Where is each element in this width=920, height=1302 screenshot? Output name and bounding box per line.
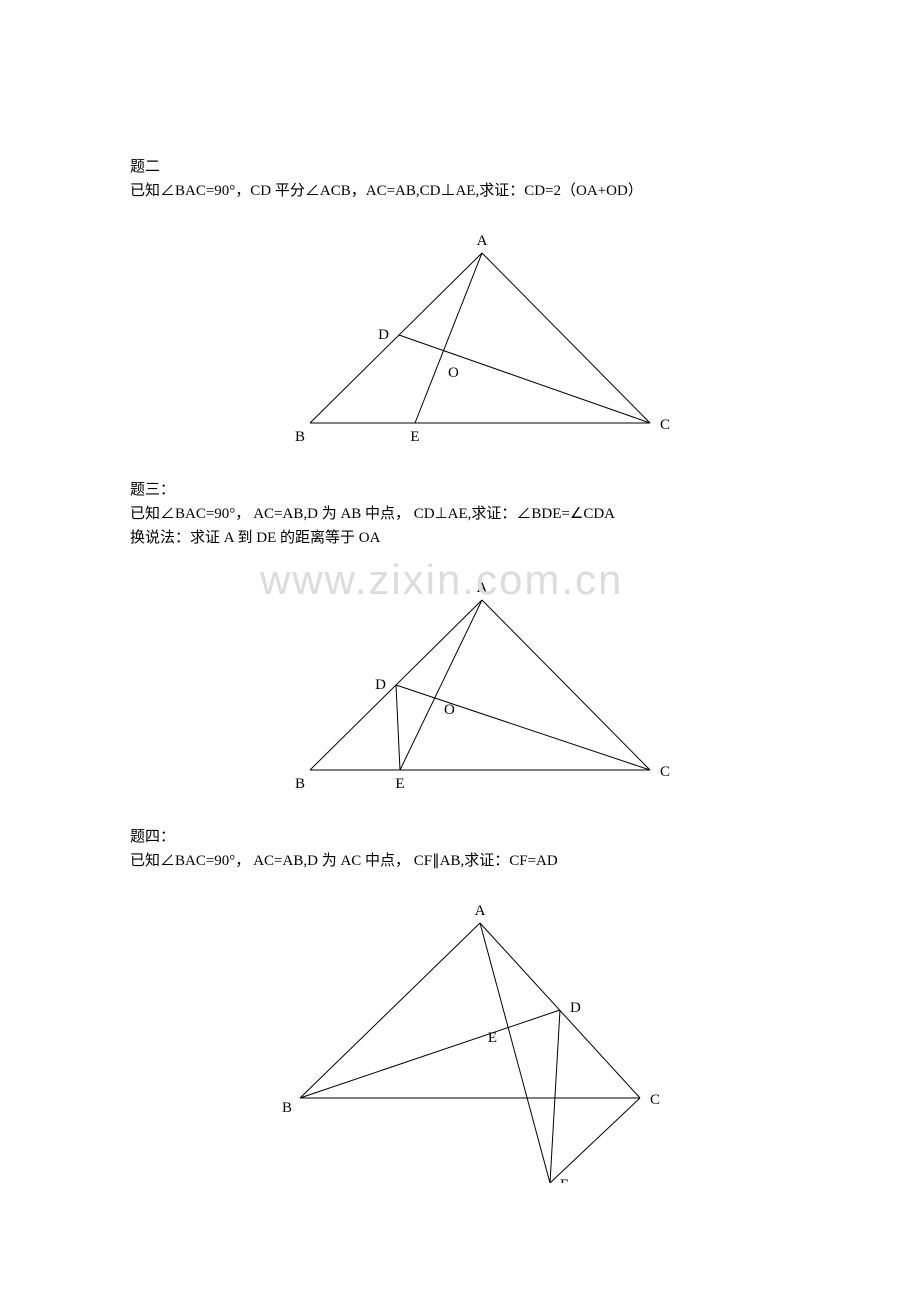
svg-text:D: D — [375, 677, 386, 693]
problem-3-figure: A B C E D O — [130, 580, 790, 805]
svg-text:E: E — [410, 429, 419, 445]
svg-text:C: C — [660, 764, 670, 780]
svg-text:O: O — [448, 365, 459, 381]
problem-3-text-1: 已知∠BAC=90°， AC=AB,D 为 AB 中点， CD⊥AE,求证：∠B… — [130, 502, 790, 526]
problem-3-title: 题三： — [130, 478, 790, 502]
svg-text:B: B — [295, 429, 305, 445]
svg-text:A: A — [477, 233, 488, 249]
svg-text:E: E — [488, 1030, 497, 1046]
problem-3: 题三： 已知∠BAC=90°， AC=AB,D 为 AB 中点， CD⊥AE,求… — [130, 478, 790, 805]
triangle-diagram-3: A B C E D O — [250, 580, 670, 800]
triangle-diagram-2: A B C E D O — [250, 233, 670, 453]
svg-text:A: A — [475, 903, 486, 919]
svg-text:E: E — [395, 776, 404, 792]
svg-text:C: C — [650, 1092, 660, 1108]
svg-text:A: A — [477, 580, 488, 596]
problem-4-title: 题四： — [130, 825, 790, 849]
svg-text:D: D — [570, 1000, 581, 1016]
problem-2-title: 题二 — [130, 155, 790, 179]
svg-text:O: O — [444, 702, 455, 718]
problem-4: 题四： 已知∠BAC=90°， AC=AB,D 为 AC 中点， CF∥AB,求… — [130, 825, 790, 1188]
problem-3-text-2: 换说法：求证 A 到 DE 的距离等于 OA — [130, 526, 790, 550]
problem-2-figure: A B C E D O — [130, 233, 790, 458]
svg-text:C: C — [660, 417, 670, 433]
triangle-diagram-4: A B C D E F — [250, 903, 670, 1183]
problem-4-figure: A B C D E F — [130, 903, 790, 1188]
problem-2-text: 已知∠BAC=90°，CD 平分∠ACB，AC=AB,CD⊥AE,求证：CD=2… — [130, 179, 790, 203]
problem-2: 题二 已知∠BAC=90°，CD 平分∠ACB，AC=AB,CD⊥AE,求证：C… — [130, 155, 790, 458]
problem-4-text: 已知∠BAC=90°， AC=AB,D 为 AC 中点， CF∥AB,求证：CF… — [130, 849, 790, 873]
svg-text:B: B — [282, 1100, 292, 1116]
svg-text:B: B — [295, 776, 305, 792]
svg-text:F: F — [560, 1177, 568, 1183]
svg-text:D: D — [378, 327, 389, 343]
